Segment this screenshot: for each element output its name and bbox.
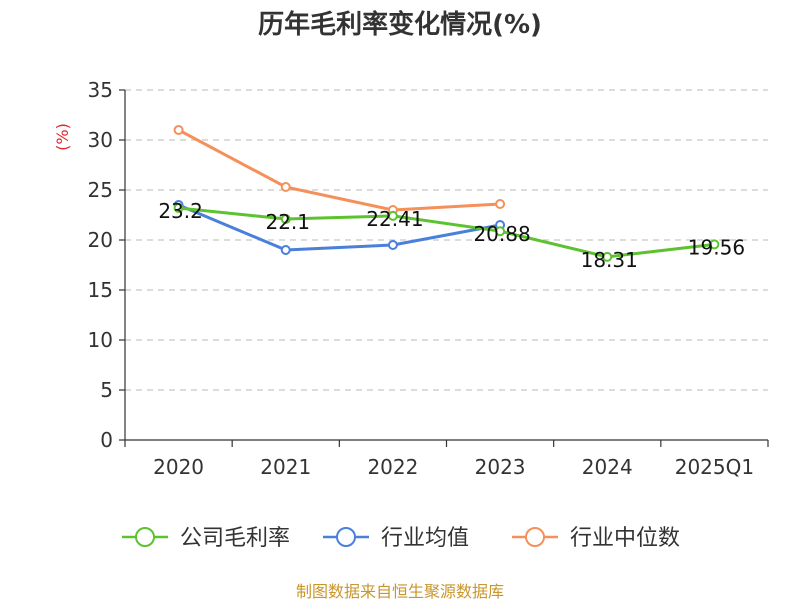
point-1-2022 xyxy=(387,240,398,250)
series-line-0 xyxy=(178,206,715,259)
y-tick-label-35: 35 xyxy=(88,78,113,102)
axes: 0 5 10 15 20 25 30 35 2020 2021 2022 2023 2024 2025Q1… xyxy=(53,78,769,479)
legend-label-0: 公司毛利率 xyxy=(180,526,290,551)
data-label-2025Q1: 19.56 xyxy=(688,235,745,259)
data-label-2023: 20.88 xyxy=(473,222,530,246)
y-tick-label-10: 10 xyxy=(88,328,113,352)
point-2-2020 xyxy=(173,125,184,135)
grid-lines xyxy=(125,89,768,391)
y-tick-label-25: 25 xyxy=(88,178,113,202)
x-tick-label-2023: 2023 xyxy=(475,455,526,479)
point-2-2021 xyxy=(280,182,291,192)
source-note: 制图数据来自恒生聚源数据库 xyxy=(295,582,504,601)
chart-title: 历年毛利率变化情况(%) xyxy=(258,10,542,40)
data-label-2021: 22.1 xyxy=(265,210,310,234)
x-tick-label-2020: 2020 xyxy=(153,455,204,479)
data-label-2022: 22.41 xyxy=(366,207,423,231)
data-label-2020: 23.2 xyxy=(158,199,203,223)
point-0-2020 xyxy=(173,203,184,213)
series-line-1 xyxy=(178,203,501,252)
legend-label-1: 行业均值 xyxy=(381,526,469,551)
data-label-2024: 18.31 xyxy=(581,248,638,272)
point-0-2025Q1 xyxy=(709,239,720,250)
y-tick-label-5: 5 xyxy=(100,378,113,402)
legend: 公司毛利率 行业均值 行业中位数 xyxy=(122,526,680,551)
point-0-2022 xyxy=(387,210,398,221)
point-2-2023 xyxy=(495,199,506,209)
x-tick-label-2024: 2024 xyxy=(582,455,633,479)
x-tick-label-2022: 2022 xyxy=(367,455,418,479)
point-0-2023 xyxy=(495,226,506,237)
y-tick-label-15: 15 xyxy=(88,278,113,302)
point-1-2021 xyxy=(280,245,291,255)
y-tick-label-30: 30 xyxy=(88,128,113,152)
point-0-2021 xyxy=(280,214,291,224)
y-axis-unit: (%) xyxy=(53,123,72,151)
legend-label-2: 行业中位数 xyxy=(570,526,680,551)
y-tick-label-20: 20 xyxy=(88,228,113,252)
series-lines xyxy=(173,125,720,262)
legend-marker-0 xyxy=(135,527,155,547)
point-0-2024 xyxy=(602,251,613,262)
series-line-2 xyxy=(177,128,501,212)
x-tick-label-2021: 2021 xyxy=(260,455,311,479)
data-labels: 23.2 22.1 22.41 20.88 18.31 19.56 xyxy=(158,199,745,272)
legend-marker-1 xyxy=(336,527,356,547)
x-tick-label-2025Q1: 2025Q1 xyxy=(675,455,754,479)
y-tick-label-0: 0 xyxy=(100,428,113,452)
legend-marker-2 xyxy=(525,527,545,547)
